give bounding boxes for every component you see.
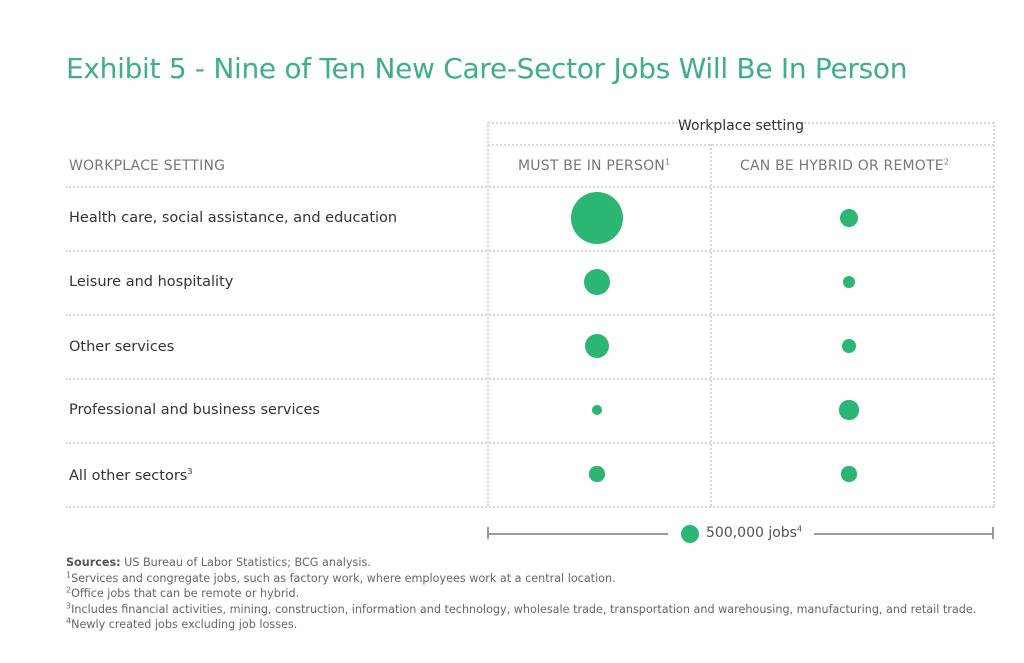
- row-label-professional: Professional and business services: [69, 402, 320, 418]
- column-header-label: MUST BE IN PERSON: [518, 158, 665, 174]
- row-label-health-care: Health care, social assistance, and educ…: [69, 210, 397, 226]
- row-label-text: Health care, social assistance, and educ…: [69, 210, 398, 226]
- footnote-text: Newly created jobs excluding job losses.: [71, 618, 298, 631]
- grid-line-top: [488, 122, 994, 124]
- footnote-2: 2Office jobs that can be remote or hybri…: [66, 586, 976, 602]
- bubble-hybrid-row-0: [840, 209, 858, 227]
- row-label-other-services: Other services: [69, 339, 174, 355]
- footnote-text: Includes financial activities, mining, c…: [71, 602, 977, 616]
- bubble-hybrid-row-4: [841, 466, 857, 482]
- grid-line-col-right: [993, 122, 995, 506]
- row-label-text: Leisure and hospitality: [69, 274, 234, 290]
- column-header-hybrid: CAN BE HYBRID OR REMOTE2: [740, 158, 949, 174]
- chart-title: Exhibit 5 - Nine of Ten New Care-Sector …: [66, 52, 908, 85]
- bubble-in-person-row-3: [592, 405, 602, 415]
- sources-label: Sources:: [66, 556, 121, 569]
- row-header: WORKPLACE SETTING: [69, 158, 226, 174]
- legend-label: 500,000 jobs4: [706, 525, 802, 541]
- footnote-ref: 3: [187, 467, 193, 477]
- row-label-text: Other services: [69, 339, 175, 355]
- bubble-hybrid-row-3: [839, 400, 859, 420]
- bubble-in-person-row-4: [589, 466, 605, 482]
- footnote-ref: 4: [796, 524, 803, 534]
- scale-right-cap: [992, 527, 994, 539]
- bubble-hybrid-row-1: [842, 275, 856, 289]
- scale-line-left: [488, 533, 668, 535]
- footnote-4: 4Newly created jobs excluding job losses…: [66, 617, 976, 633]
- grid-line-header: [488, 144, 994, 146]
- footnote-3: 3Includes financial activities, mining, …: [66, 600, 977, 618]
- footnote-num: 2: [66, 585, 72, 595]
- grid-line-row-1: [66, 250, 994, 252]
- sources-line: Sources: US Bureau of Labor Statistics; …: [66, 555, 976, 571]
- row-label-all-other: All other sectors3: [69, 468, 192, 484]
- group-header: Workplace setting: [677, 118, 805, 134]
- footnotes: Sources: US Bureau of Labor Statistics; …: [66, 555, 976, 633]
- grid-line-row-4: [66, 442, 994, 444]
- row-label-text: Professional and business services: [69, 402, 320, 418]
- footnote-text: Office jobs that can be remote or hybrid…: [71, 587, 300, 600]
- footnote-ref: 2: [943, 157, 950, 167]
- footnote-num: 1: [66, 569, 72, 579]
- grid-line-row-2: [66, 314, 994, 316]
- footnote-ref: 1: [664, 157, 671, 167]
- grid-line-col-mid: [710, 144, 712, 506]
- footnote-num: 3: [66, 600, 72, 610]
- column-header-label: CAN BE HYBRID OR REMOTE: [740, 158, 944, 174]
- bubble-hybrid-row-2: [842, 339, 856, 353]
- column-header-in-person: MUST BE IN PERSON1: [518, 158, 670, 174]
- legend-label-text: 500,000 jobs: [706, 525, 797, 541]
- sources-text: US Bureau of Labor Statistics; BCG analy…: [120, 556, 371, 569]
- bubble-in-person-row-0: [570, 191, 624, 245]
- row-label-leisure: Leisure and hospitality: [69, 274, 233, 290]
- legend-bubble: [681, 525, 699, 543]
- grid-line-col-left: [487, 122, 489, 506]
- footnote-1: 1Services and congregate jobs, such as f…: [66, 569, 976, 587]
- bubble-in-person-row-2: [584, 333, 610, 359]
- grid-line-row-0: [66, 186, 994, 188]
- bubble-in-person-row-1: [583, 268, 611, 296]
- scale-line-right: [814, 533, 992, 535]
- grid-line-row-3: [66, 378, 994, 380]
- row-label-text: All other sectors: [69, 468, 188, 484]
- footnote-text: Services and congregate jobs, such as fa…: [71, 571, 616, 585]
- grid-line-row-5: [66, 506, 994, 508]
- footnote-num: 4: [66, 616, 72, 626]
